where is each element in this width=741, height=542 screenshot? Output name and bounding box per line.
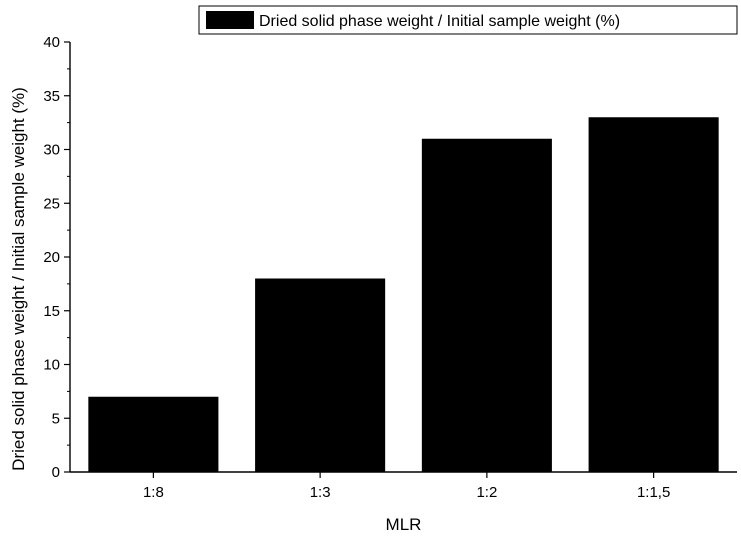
bar [589,117,719,472]
y-tick-label: 10 [43,357,60,374]
x-tick-label: 1:1,5 [637,484,670,501]
x-tick-label: 1:3 [310,484,331,501]
y-axis-label: Dried solid phase weight / Initial sampl… [9,87,28,471]
y-ticks: 0 5 10 15 20 25 30 35 40 [43,34,70,481]
legend-label: Dried solid phase weight / Initial sampl… [259,13,620,30]
x-tick-label: 1:2 [476,484,497,501]
y-tick-label: 0 [52,464,60,481]
y-tick-label: 30 [43,142,60,159]
x-tick-label: 1:8 [143,484,164,501]
bars [88,117,718,472]
x-ticks: 1:8 1:3 1:2 1:1,5 [143,472,670,501]
legend-swatch [206,11,254,29]
y-tick-label: 25 [43,195,60,212]
y-tick-label: 20 [43,249,60,266]
legend: Dried solid phase weight / Initial sampl… [199,6,737,34]
bar [255,279,385,473]
y-tick-label: 5 [52,410,60,427]
bar [88,397,218,472]
x-axis-label: MLR [386,515,422,534]
bar [422,139,552,472]
y-tick-label: 40 [43,34,60,51]
y-tick-label: 35 [43,88,60,105]
y-tick-label: 15 [43,303,60,320]
